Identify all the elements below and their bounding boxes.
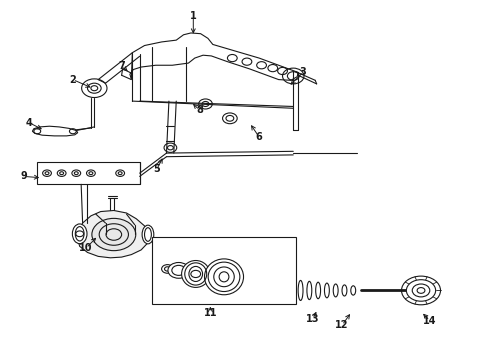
Text: 8: 8 xyxy=(196,105,203,115)
Text: 12: 12 xyxy=(335,320,348,330)
Ellipse shape xyxy=(204,259,243,295)
Bar xyxy=(152,237,295,304)
Polygon shape xyxy=(78,211,149,258)
Bar xyxy=(37,162,140,184)
Ellipse shape xyxy=(72,224,87,244)
Text: 9: 9 xyxy=(20,171,27,181)
Polygon shape xyxy=(130,33,298,80)
Text: 11: 11 xyxy=(203,308,217,318)
Circle shape xyxy=(167,262,189,278)
Polygon shape xyxy=(32,126,78,136)
Text: 5: 5 xyxy=(153,164,160,174)
Ellipse shape xyxy=(181,261,209,287)
Circle shape xyxy=(92,219,136,251)
Text: 6: 6 xyxy=(255,132,262,142)
Text: 13: 13 xyxy=(305,314,319,324)
Text: 4: 4 xyxy=(25,118,32,128)
Text: 1: 1 xyxy=(189,11,196,21)
Text: 2: 2 xyxy=(69,75,76,85)
Text: 14: 14 xyxy=(422,316,436,325)
Text: 7: 7 xyxy=(118,61,125,71)
Text: 3: 3 xyxy=(299,67,306,77)
Circle shape xyxy=(406,280,435,301)
Ellipse shape xyxy=(142,225,154,244)
Text: 10: 10 xyxy=(79,243,93,253)
